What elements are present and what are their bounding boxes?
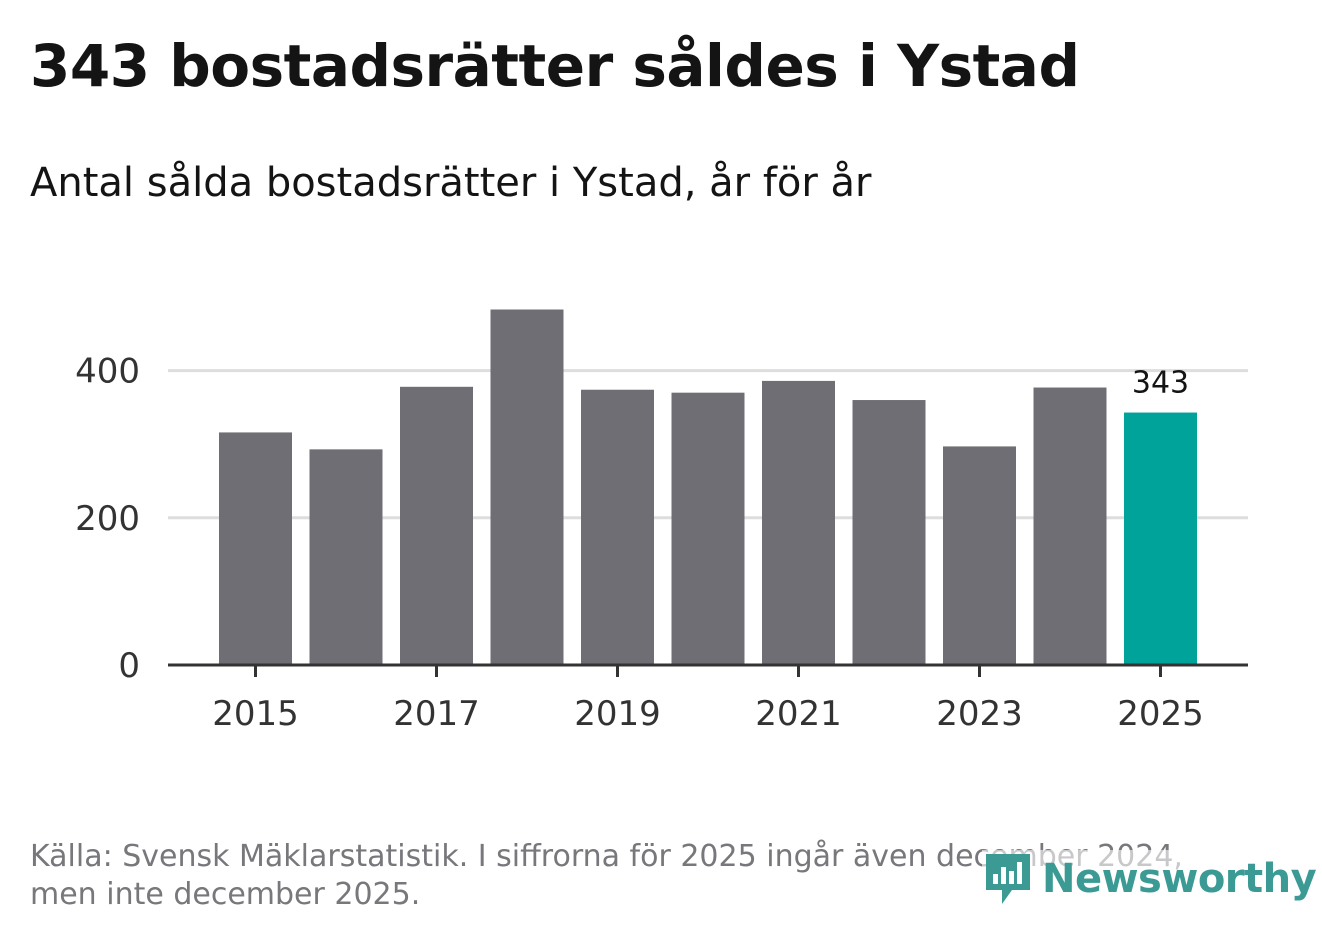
bar-2015 (219, 432, 292, 665)
bar-2021 (762, 380, 835, 665)
x-tick-label-2017: 2017 (393, 694, 480, 734)
brand-logo: Newsworthy (982, 850, 1317, 908)
y-tick-label-200: 200 (75, 499, 140, 539)
x-tick-label-2019: 2019 (574, 694, 661, 734)
x-tick-label-2023: 2023 (936, 694, 1023, 734)
y-tick-label-0: 0 (118, 646, 140, 686)
x-tick-label-2015: 2015 (212, 694, 299, 734)
bar-2020 (671, 392, 745, 665)
bar-2018 (490, 309, 564, 665)
source-line-2: men inte december 2025. (30, 877, 421, 912)
bar-chart: 0 200 400 343 2015 2017 2019 2021 2023 2025 (75, 309, 1248, 734)
bar-2022 (852, 400, 926, 665)
bar-2025 (1124, 412, 1197, 665)
bar-2023 (943, 446, 1016, 665)
x-tick-label-2025: 2025 (1117, 694, 1204, 734)
chart-subtitle: Antal sålda bostadsrätter i Ystad, år fö… (30, 160, 872, 206)
chart-title: 343 bostadsrätter såldes i Ystad (30, 32, 1080, 100)
y-tick-label-400: 400 (75, 352, 140, 392)
x-tick-label-2021: 2021 (755, 694, 842, 734)
bar-2016 (309, 449, 383, 665)
bar-2019 (581, 389, 654, 665)
brand-name: Newsworthy (1042, 856, 1317, 902)
data-label-2025: 343 (1132, 366, 1189, 401)
bar-2024 (1033, 387, 1107, 665)
bar-2017 (400, 386, 473, 665)
newsworthy-logo-icon (986, 854, 1030, 904)
